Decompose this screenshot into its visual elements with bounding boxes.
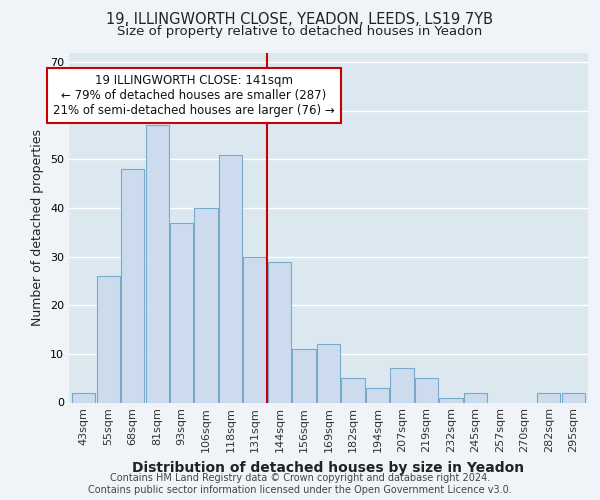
X-axis label: Distribution of detached houses by size in Yeadon: Distribution of detached houses by size … [133,461,524,475]
Bar [268,262,291,402]
Bar [97,276,120,402]
Bar [72,393,95,402]
Text: Contains HM Land Registry data © Crown copyright and database right 2024.
Contai: Contains HM Land Registry data © Crown c… [88,474,512,495]
Bar [464,393,487,402]
Bar [366,388,389,402]
Text: 19, ILLINGWORTH CLOSE, YEADON, LEEDS, LS19 7YB: 19, ILLINGWORTH CLOSE, YEADON, LEEDS, LS… [107,12,493,28]
Bar [391,368,413,402]
Bar [292,349,316,403]
Y-axis label: Number of detached properties: Number of detached properties [31,129,44,326]
Bar [537,393,560,402]
Bar [439,398,463,402]
Text: Size of property relative to detached houses in Yeadon: Size of property relative to detached ho… [118,25,482,38]
Bar [415,378,438,402]
Bar [219,154,242,402]
Bar [244,256,266,402]
Bar [194,208,218,402]
Bar [146,126,169,402]
Bar [121,169,144,402]
Bar [170,222,193,402]
Text: 19 ILLINGWORTH CLOSE: 141sqm
← 79% of detached houses are smaller (287)
21% of s: 19 ILLINGWORTH CLOSE: 141sqm ← 79% of de… [53,74,335,118]
Bar [341,378,365,402]
Bar [317,344,340,403]
Bar [562,393,585,402]
